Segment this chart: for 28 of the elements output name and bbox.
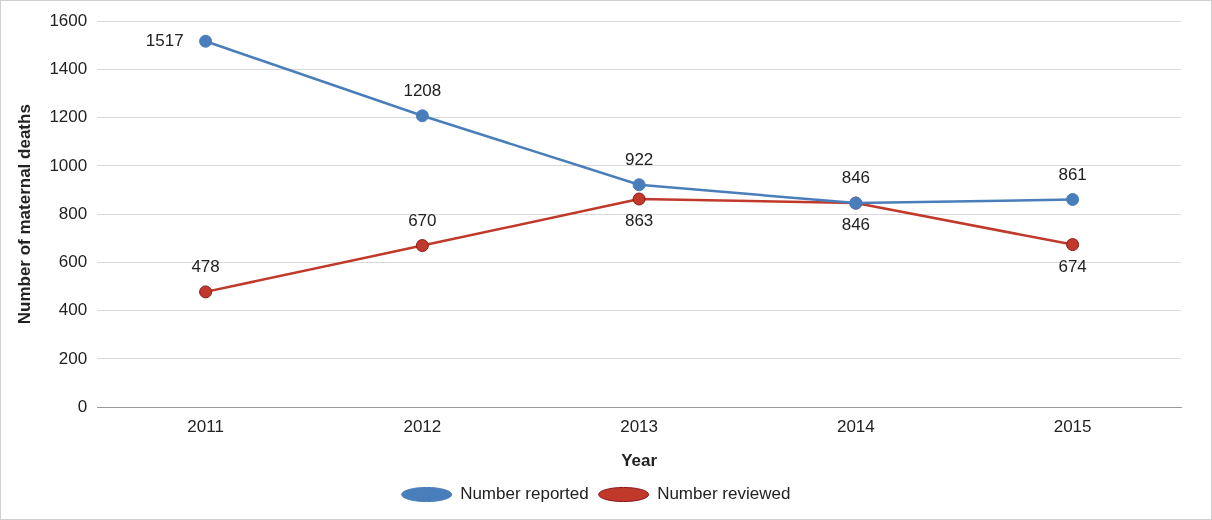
data-label: 861 [1058, 164, 1087, 184]
x-tick-label: 2015 [1053, 417, 1092, 437]
data-label: 478 [191, 257, 220, 277]
x-axis-title: Year [621, 451, 658, 471]
legend-label: Number reported [460, 484, 589, 504]
x-tick-label: 2014 [836, 417, 875, 437]
y-tick-label: 1400 [49, 59, 88, 79]
x-tick-label: 2011 [187, 417, 224, 437]
data-label: 863 [624, 211, 654, 231]
y-tick-label: 1200 [49, 107, 88, 127]
data-label: 670 [408, 210, 437, 230]
data-label: 922 [624, 149, 654, 169]
data-label: 1208 [403, 80, 442, 100]
y-axis-title: Number of maternal deaths [14, 104, 34, 325]
data-label: 846 [841, 215, 871, 235]
x-tick-label: 2012 [403, 417, 442, 437]
y-tick-label: 1600 [49, 10, 88, 30]
data-label: 674 [1058, 256, 1087, 276]
y-tick-label: 600 [58, 252, 88, 272]
x-tick-label: 2013 [620, 417, 659, 437]
y-tick-label: 400 [58, 300, 88, 320]
legend-label: Number reviewed [657, 484, 791, 504]
data-label: 1517 [145, 30, 184, 50]
y-tick-label: 200 [58, 348, 88, 368]
y-tick-label: 800 [58, 203, 88, 223]
y-tick-label: 0 [77, 396, 88, 416]
y-tick-label: 1000 [49, 155, 88, 175]
data-label: 846 [841, 168, 871, 188]
